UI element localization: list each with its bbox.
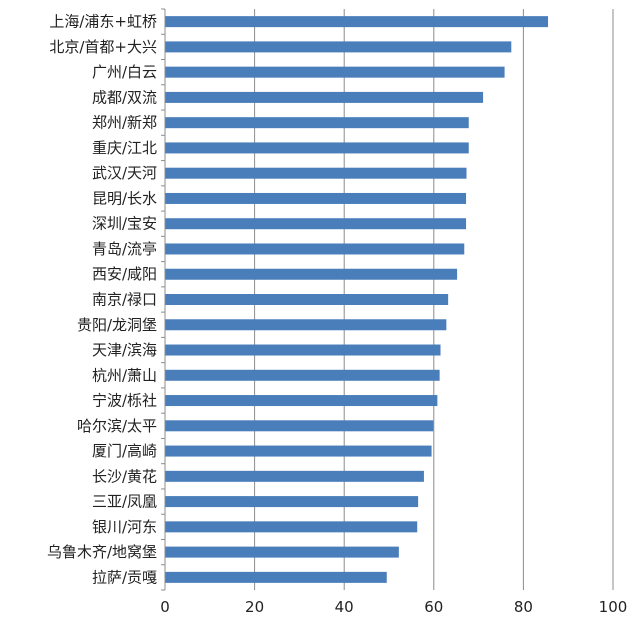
category-label: 南京/禄口 [92, 291, 157, 309]
category-label: 天津/滨海 [92, 341, 157, 359]
bars [165, 16, 549, 583]
x-tick-label: 80 [514, 598, 533, 616]
bar [165, 192, 467, 204]
bar [165, 369, 440, 381]
category-label: 成都/双流 [92, 88, 157, 106]
category-label: 郑州/新郑 [92, 114, 157, 132]
category-label: 厦门/高崎 [92, 442, 157, 460]
category-label: 重庆/江北 [92, 139, 157, 157]
bar [165, 268, 458, 280]
x-tick-label: 100 [599, 598, 628, 616]
category-label: 三亚/凤凰 [92, 493, 157, 511]
bar [165, 167, 467, 179]
bar [165, 395, 438, 407]
category-label: 青岛/流亭 [92, 240, 157, 258]
category-label: 贵阳/龙洞堡 [77, 316, 157, 334]
bar [165, 294, 449, 305]
category-label: 银川/河东 [92, 518, 157, 536]
category-label: 杭州/萧山 [92, 366, 157, 384]
bar [165, 521, 418, 533]
x-tick-label: 0 [160, 598, 170, 616]
category-label: 广州/白云 [92, 63, 157, 81]
category-label: 北京/首都+大兴 [49, 38, 157, 56]
x-tick-labels: 0 20 40 60 80 100 [160, 598, 627, 616]
category-label: 长沙/黄花 [92, 467, 157, 485]
category-label: 昆明/长水 [92, 189, 157, 207]
bar [165, 218, 467, 230]
category-label: 拉萨/贡嘎 [92, 568, 157, 586]
x-tick-label: 60 [424, 598, 443, 616]
bar [165, 142, 469, 154]
bar [165, 496, 419, 508]
bar [165, 420, 434, 432]
category-label: 哈尔滨/太平 [77, 417, 157, 435]
bar [165, 319, 447, 331]
bar [165, 445, 432, 457]
category-label: 武汉/天河 [92, 164, 157, 182]
bar [165, 243, 465, 255]
bar [165, 546, 399, 558]
category-label: 西安/咸阳 [92, 265, 157, 283]
bar [165, 571, 387, 583]
category-labels: 上海/浦东+虹桥北京/首都+大兴广州/白云成都/双流郑州/新郑重庆/江北武汉/天… [47, 13, 157, 587]
bar [165, 344, 441, 356]
bar [165, 16, 549, 28]
x-tick-label: 40 [335, 598, 354, 616]
bar [165, 117, 469, 129]
bar [165, 66, 505, 78]
x-tick-label: 20 [245, 598, 264, 616]
bar [165, 91, 484, 103]
category-label: 上海/浦东+虹桥 [49, 13, 157, 31]
category-label: 深圳/宝安 [92, 215, 157, 233]
bar [165, 470, 424, 482]
bar [165, 41, 512, 53]
category-label: 乌鲁木齐/地窝堡 [47, 543, 157, 561]
category-label: 宁波/栎社 [92, 392, 157, 410]
